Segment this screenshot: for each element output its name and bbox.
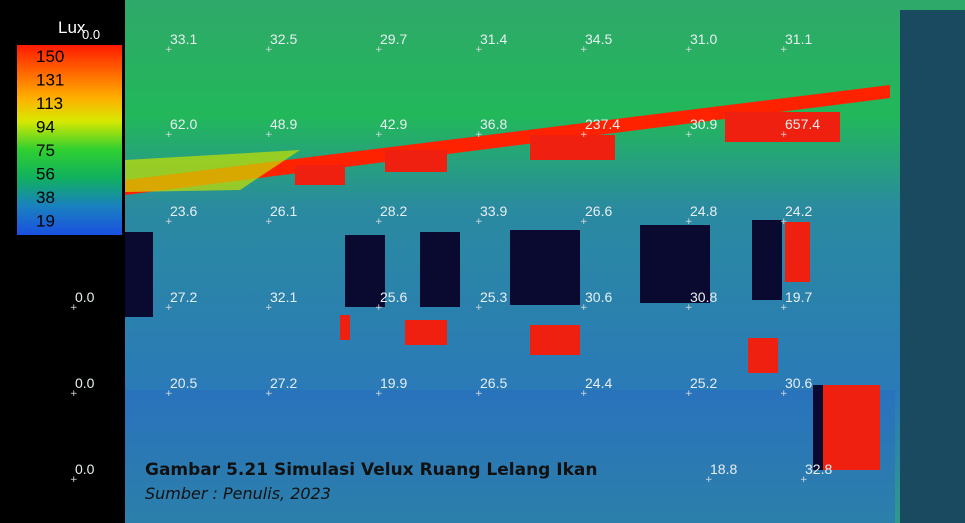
reading-label: 30.6 <box>785 375 812 391</box>
reading-label: 26.5 <box>480 375 507 391</box>
reading-label: 25.3 <box>480 289 507 305</box>
reading-label: 42.9 <box>380 116 407 132</box>
reading-label: 19.7 <box>785 289 812 305</box>
caption-source: Sumber : Penulis, 2023 <box>145 484 331 503</box>
lux-render: Lux 0.0 1501311139475563819 +33.1+32.5+2… <box>0 0 965 523</box>
reading-label: 237.4 <box>585 116 620 132</box>
reading-label: 27.2 <box>270 375 297 391</box>
page: Lux 0.0 1501311139475563819 +33.1+32.5+2… <box>0 0 965 523</box>
reading-label: 32.1 <box>270 289 297 305</box>
legend-label: 75 <box>36 141 55 160</box>
reading-label: 0.0 <box>75 289 95 305</box>
floor <box>125 390 895 523</box>
reading-label: 27.2 <box>170 289 197 305</box>
legend-label: 56 <box>36 165 55 184</box>
legend-label: 113 <box>36 94 63 113</box>
reading-label: 25.2 <box>690 375 717 391</box>
reading-label: 32.8 <box>805 461 832 477</box>
reading-label: 24.8 <box>690 203 717 219</box>
reading-label: 0.0 <box>75 375 95 391</box>
reading-label: 30.8 <box>690 289 717 305</box>
reading-label: 33.1 <box>170 31 197 47</box>
reading-label: 26.1 <box>270 203 297 219</box>
reading-label: 29.7 <box>380 31 407 47</box>
reading-label: 34.5 <box>585 31 612 47</box>
reading-label: 23.6 <box>170 203 197 219</box>
reading-label: 657.4 <box>785 116 820 132</box>
legend-label: 131 <box>36 71 64 90</box>
reading-label: 48.9 <box>270 116 297 132</box>
reading-label: 24.2 <box>785 203 812 219</box>
reading-label: 26.6 <box>585 203 612 219</box>
reading-label: 33.9 <box>480 203 507 219</box>
reading-label: 31.4 <box>480 31 507 47</box>
reading-label: 31.0 <box>690 31 717 47</box>
reading-label: 32.5 <box>270 31 297 47</box>
legend-label: 150 <box>36 47 64 66</box>
reading-label: 28.2 <box>380 203 407 219</box>
reading-label: 18.8 <box>710 461 737 477</box>
legend-bar <box>17 45 122 235</box>
reading-label: 19.9 <box>380 375 407 391</box>
reading-label: 0.0 <box>75 461 95 477</box>
reading-label: 36.8 <box>480 116 507 132</box>
legend-label: 94 <box>36 118 55 137</box>
reading-label: 24.4 <box>585 375 612 391</box>
reading-label: 30.9 <box>690 116 717 132</box>
caption-title: Gambar 5.21 Simulasi Velux Ruang Lelang … <box>145 460 597 480</box>
reading-label: 31.1 <box>785 31 812 47</box>
legend-label: 19 <box>36 212 55 231</box>
right-wall <box>900 10 965 523</box>
reading-label: 30.6 <box>585 289 612 305</box>
reading-label: 25.6 <box>380 289 407 305</box>
reading-label: 20.5 <box>170 375 197 391</box>
reading-label: 62.0 <box>170 116 197 132</box>
legend-top: 0.0 <box>82 27 100 42</box>
legend-label: 38 <box>36 188 55 207</box>
